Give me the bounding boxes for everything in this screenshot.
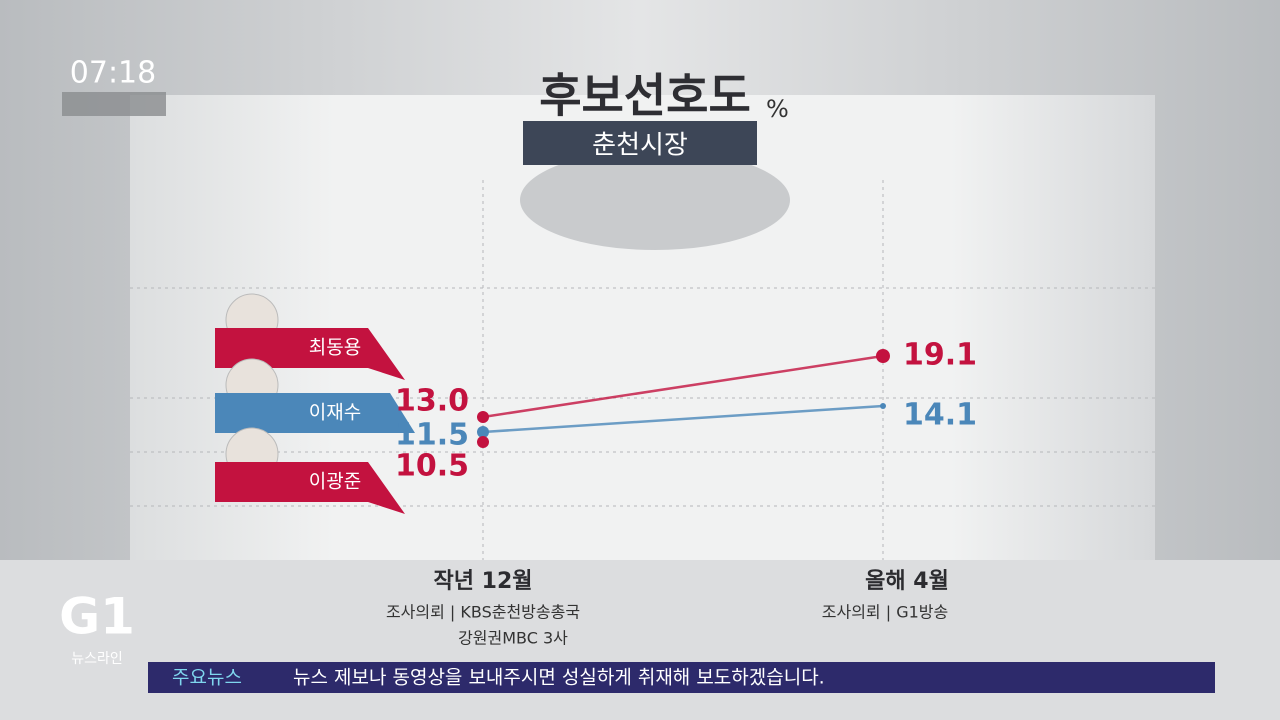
data-point <box>876 349 890 363</box>
data-point <box>477 436 489 448</box>
ticker-tag: 주요뉴스 <box>172 667 242 689</box>
unit: % <box>766 95 789 123</box>
series-line <box>482 404 884 434</box>
legend-label: 이광준 <box>309 471 361 493</box>
weather-box <box>62 92 166 116</box>
legend-label: 이재수 <box>309 402 361 424</box>
pie-decoration <box>520 150 790 250</box>
floor <box>0 560 1280 720</box>
logo-mark: G1 <box>59 588 135 646</box>
series-line <box>482 354 884 419</box>
logo-label: 뉴스라인 <box>71 651 123 667</box>
subtitle-box <box>523 121 757 165</box>
data-point <box>477 411 489 423</box>
x-tick-label: 올해 4월 <box>865 569 949 594</box>
ticker-bar <box>148 662 1215 693</box>
data-label: 14.1 <box>903 398 977 433</box>
data-point <box>477 426 489 438</box>
data-label: 13.0 <box>395 384 469 419</box>
data-point <box>880 403 886 409</box>
legend-label: 최동용 <box>309 337 361 359</box>
data-label: 19.1 <box>903 338 977 373</box>
name-tag <box>215 462 405 514</box>
source-label: 조사의뢰 | G1방송 <box>822 603 948 622</box>
title: 후보선호도 <box>539 69 751 123</box>
source-label: 조사의뢰 | KBS춘천방송총국 <box>386 603 580 622</box>
data-label: 10.5 <box>395 449 469 484</box>
source-label: 강원권MBC 3사 <box>458 629 568 648</box>
ticker-text: 뉴스 제보나 동영상을 보내주시면 성실하게 취재해 보도하겠습니다. <box>293 667 825 689</box>
subtitle: 춘천시장 <box>592 131 688 161</box>
data-label: 11.5 <box>395 418 469 453</box>
x-tick-label: 작년 12월 <box>434 569 533 594</box>
clock: 07:18 <box>70 56 156 91</box>
name-tag <box>215 393 415 433</box>
